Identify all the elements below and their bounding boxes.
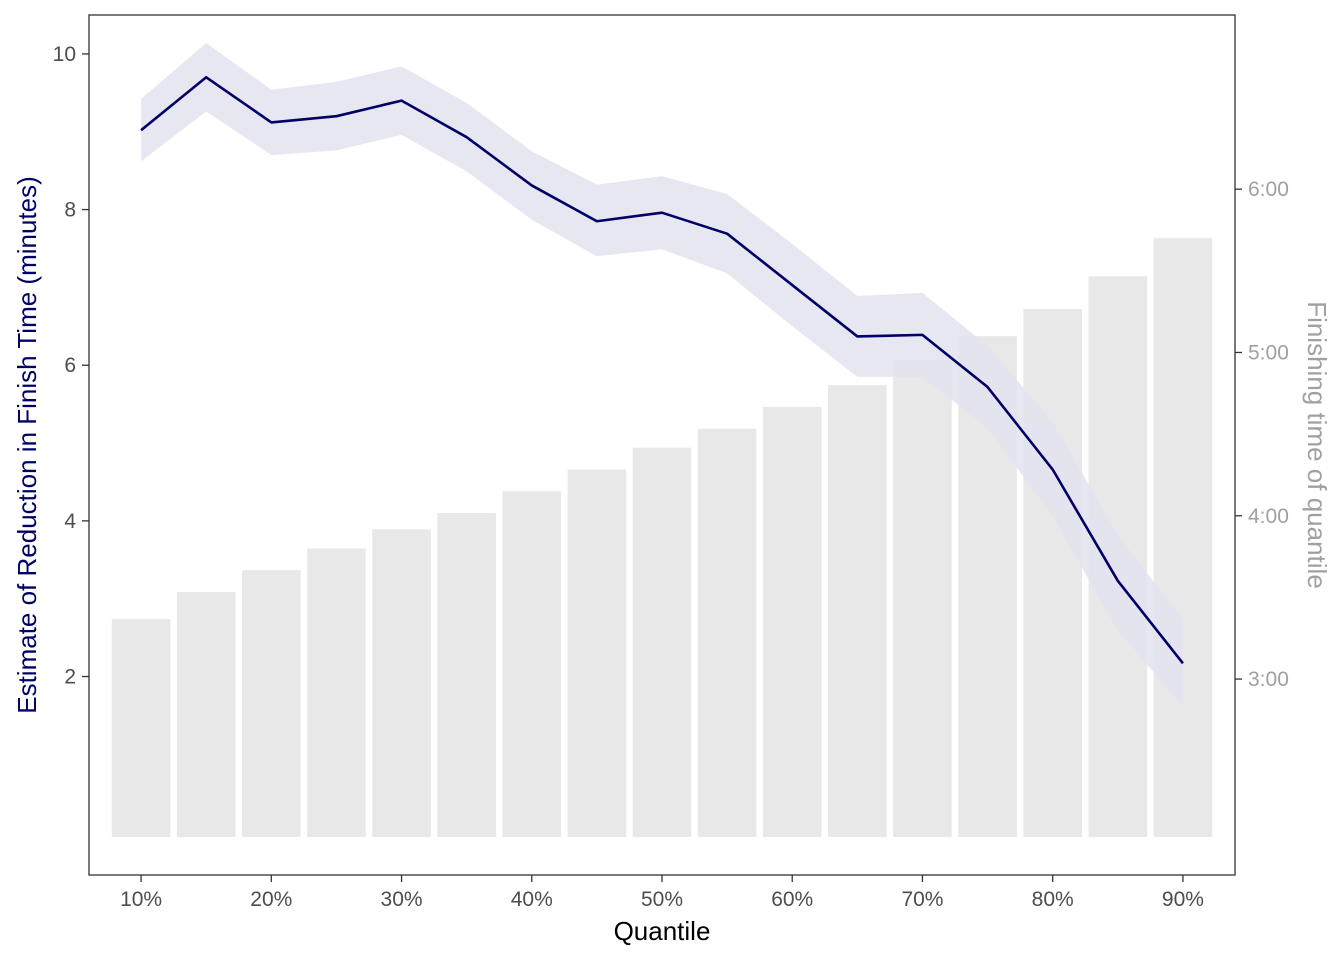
x-tick-label: 90% xyxy=(1162,888,1204,911)
finishing-time-bar xyxy=(176,591,236,837)
x-axis: 10% 20% 30% 40% 50% 60% 70% 80% 90% xyxy=(120,875,1204,911)
y-tick-label: 4 xyxy=(64,510,76,533)
estimate-line-layer xyxy=(140,75,1184,665)
finishing-time-bar xyxy=(307,548,366,837)
x-tick-label: 10% xyxy=(120,888,162,911)
y2-tick-label: 4:00 xyxy=(1248,505,1289,528)
x-tick-label: 50% xyxy=(641,888,683,911)
x-tick-label: 40% xyxy=(511,888,553,911)
finishing-time-bar xyxy=(632,447,692,837)
x-tick-label: 30% xyxy=(381,888,423,911)
x-tick-label: 80% xyxy=(1032,888,1074,911)
y-tick-label: 2 xyxy=(64,666,76,689)
finishing-time-bar xyxy=(1023,308,1082,837)
finishing-time-bar xyxy=(372,529,431,837)
y2-tick-label: 5:00 xyxy=(1248,341,1289,364)
finishing-time-bar xyxy=(111,619,171,837)
y2-tick-label: 6:00 xyxy=(1248,178,1289,201)
finishing-time-bar xyxy=(762,406,822,837)
x-tick-label: 70% xyxy=(901,888,943,911)
finishing-time-bar xyxy=(437,513,496,837)
y-axis-title-right: Finishing time of quantile xyxy=(1302,301,1332,589)
finishing-time-bar xyxy=(242,570,301,837)
confidence-band xyxy=(141,43,1183,707)
finishing-time-bar xyxy=(567,469,627,837)
y-tick-label: 6 xyxy=(64,354,76,377)
y-tick-label: 10 xyxy=(53,43,76,66)
x-axis-title: Quantile xyxy=(614,916,711,946)
x-tick-label: 60% xyxy=(771,888,813,911)
y2-tick-label: 3:00 xyxy=(1248,668,1289,691)
finishing-time-bar xyxy=(893,360,952,837)
x-tick-label: 20% xyxy=(250,888,292,911)
finishing-time-bar xyxy=(502,491,562,837)
finishing-time-bars xyxy=(111,238,1213,837)
y-axis-right: 3:00 4:00 5:00 6:00 xyxy=(1235,178,1289,691)
confidence-band-layer xyxy=(141,43,1183,707)
finishing-time-bar xyxy=(828,385,887,837)
y-tick-label: 8 xyxy=(64,199,76,222)
y-axis-left: 2 4 6 8 10 xyxy=(53,43,89,689)
finishing-time-bar xyxy=(697,428,757,837)
finishing-time-bar xyxy=(1153,238,1213,837)
y-axis-title-left: Estimate of Reduction in Finish Time (mi… xyxy=(12,176,42,714)
